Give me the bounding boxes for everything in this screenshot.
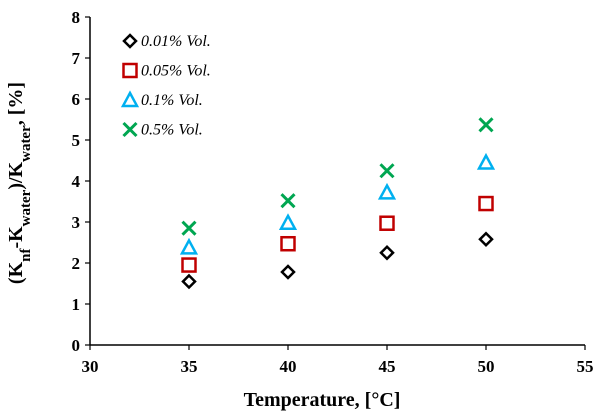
legend-marker-diamond <box>122 33 138 49</box>
data-point-diamond <box>379 244 395 261</box>
series-diamond <box>181 231 494 290</box>
series-x <box>181 117 494 236</box>
y-axis-title: (Knf-Kwater)/Kwater, [%] <box>5 82 34 284</box>
data-point-x <box>379 163 395 179</box>
legend: 0.01% Vol. 0.05% Vol. 0.1% Vol. 0.5% Vol. <box>120 33 211 139</box>
data-point-square <box>478 195 494 212</box>
x-tick-label: 30 <box>82 357 99 376</box>
data-point-square <box>379 215 395 231</box>
y-tick-label: 8 <box>72 8 81 27</box>
data-point-triangle <box>179 237 199 255</box>
data-point-triangle <box>476 152 496 170</box>
y-tick-label: 3 <box>72 213 81 232</box>
series-square <box>181 195 494 273</box>
data-point-x <box>181 220 197 236</box>
data-point-x <box>280 193 296 209</box>
data-point-diamond <box>181 273 197 290</box>
data-point-triangle <box>377 182 397 200</box>
x-tick-label: 35 <box>181 357 198 376</box>
legend-marker-square <box>122 62 138 79</box>
legend-label: 0.01% Vol. <box>141 33 211 50</box>
legend-label: 0.5% Vol. <box>141 122 203 139</box>
legend-item: 0.5% Vol. <box>122 121 203 139</box>
legend-label: 0.1% Vol. <box>141 92 203 109</box>
data-point-square <box>181 257 197 273</box>
x-tick-label: 45 <box>379 357 396 376</box>
data-point-square <box>280 235 296 252</box>
x-tick-label: 40 <box>280 357 297 376</box>
legend-marker-triangle <box>120 90 140 108</box>
x-axis-title: Temperature, [°C] <box>244 389 401 411</box>
y-tick-label: 1 <box>72 295 81 314</box>
legend-label: 0.05% Vol. <box>141 63 211 80</box>
legend-item: 0.05% Vol. <box>122 62 211 80</box>
y-tick-label: 7 <box>72 49 81 68</box>
data-point-diamond <box>280 264 296 280</box>
data-point-diamond <box>478 231 494 247</box>
series-triangle <box>179 152 496 255</box>
y-tick-label: 5 <box>72 131 81 150</box>
y-tick-label: 2 <box>72 254 81 273</box>
legend-item: 0.01% Vol. <box>122 33 211 50</box>
x-tick-label: 55 <box>577 357 594 376</box>
legend-item: 0.1% Vol. <box>120 90 203 109</box>
legend-marker-x <box>122 121 138 138</box>
y-tick-label: 6 <box>72 90 81 109</box>
data-point-x <box>478 117 494 133</box>
x-tick-label: 50 <box>478 357 495 376</box>
data-points <box>179 117 496 290</box>
y-tick-label: 0 <box>72 336 81 355</box>
y-tick-label: 4 <box>72 172 81 191</box>
data-point-triangle <box>278 213 298 231</box>
